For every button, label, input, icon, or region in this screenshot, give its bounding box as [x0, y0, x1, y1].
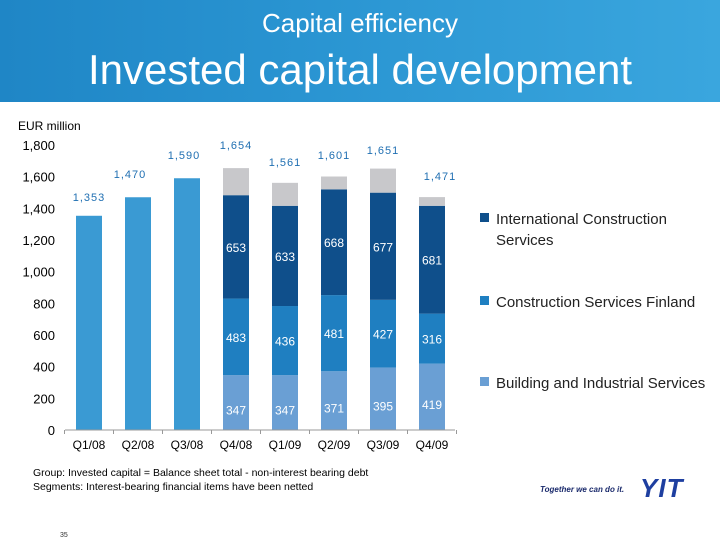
total-value-label: 1,651: [367, 145, 400, 157]
unit-label: EUR million: [18, 119, 81, 133]
segment-bar: [419, 363, 445, 430]
segment-bar: [223, 195, 249, 299]
x-tick-label: Q2/09: [318, 438, 351, 452]
group-total-bar: [174, 178, 200, 430]
y-tick-label: 1,000: [22, 265, 55, 280]
y-tick-label: 200: [33, 391, 55, 406]
legend-swatch-building: [480, 377, 489, 386]
segment-value-label: 481: [324, 327, 344, 341]
y-tick-label: 1,800: [22, 138, 55, 153]
segment-value-label: 668: [324, 236, 344, 250]
segment-bar: [370, 299, 396, 368]
segment-bar: [272, 205, 298, 307]
segment-value-label: 427: [373, 328, 393, 342]
segment-value-label: 395: [373, 400, 393, 414]
x-tick-label: Q1/08: [73, 438, 106, 452]
y-tick-label: 400: [33, 360, 55, 375]
total-value-label: 1,470: [114, 169, 147, 181]
other-remainder-bar: [272, 182, 298, 206]
group-total-bar: [76, 215, 102, 430]
segment-value-label: 483: [226, 331, 246, 345]
segment-bar: [223, 298, 249, 376]
other-remainder-bar: [370, 168, 396, 193]
segment-value-label: 681: [422, 254, 442, 268]
segment-value-label: 347: [275, 404, 295, 418]
segment-bar: [321, 295, 347, 372]
slide-subtitle: Capital efficiency: [261, 8, 459, 38]
segment-bar: [321, 189, 347, 296]
x-tick-label: Q2/08: [122, 438, 155, 452]
total-value-label: 1,601: [318, 150, 351, 162]
legend-label-finland: Construction Services Finland: [496, 294, 696, 311]
other-remainder-bar: [223, 168, 249, 196]
x-tick-label: Q3/09: [367, 438, 400, 452]
segment-value-label: 316: [422, 333, 442, 347]
y-tick-label: 1,400: [22, 201, 55, 216]
x-tick-label: Q3/08: [171, 438, 204, 452]
legend-swatch-international: [480, 213, 489, 222]
footnote-group: Group: Invested capital = Balance sheet …: [33, 467, 369, 479]
slide-title: Invested capital development: [87, 46, 632, 93]
segment-value-label: 653: [226, 241, 246, 255]
y-tick-label: 0: [48, 423, 55, 438]
total-value-label: 1,353: [73, 192, 106, 204]
brand-tagline: Together we can do it.: [540, 485, 625, 494]
segment-bar: [272, 375, 298, 430]
segment-bar: [419, 313, 445, 364]
group-total-bar: [125, 197, 151, 430]
y-tick-label: 1,600: [22, 170, 55, 185]
segment-value-label: 347: [226, 404, 246, 418]
segment-bar: [223, 375, 249, 430]
segment-bar: [370, 367, 396, 430]
y-tick-label: 800: [33, 296, 55, 311]
yit-logo: YIT: [640, 473, 684, 503]
segment-bar: [419, 205, 445, 314]
total-value-label: 1,590: [168, 150, 201, 162]
segment-bar: [272, 306, 298, 376]
total-value-label: 1,471: [424, 171, 457, 183]
x-tick-label: Q4/08: [220, 438, 253, 452]
slide-header: Capital efficiency Invested capital deve…: [0, 0, 720, 102]
segment-value-label: 436: [275, 335, 295, 349]
segment-value-label: 633: [275, 250, 295, 264]
segment-value-label: 677: [373, 240, 393, 254]
total-value-label: 1,561: [269, 157, 302, 169]
total-value-label: 1,654: [220, 140, 253, 152]
footnote-segments: Segments: Interest-bearing financial ite…: [33, 481, 314, 493]
legend-swatch-finland: [480, 296, 489, 305]
segment-bar: [370, 192, 396, 300]
y-tick-label: 1,200: [22, 233, 55, 248]
other-remainder-bar: [419, 197, 445, 206]
y-tick-label: 600: [33, 328, 55, 343]
segment-value-label: 419: [422, 398, 442, 412]
segment-value-label: 371: [324, 402, 344, 416]
legend-label-international: International Construction Services: [496, 211, 667, 249]
other-remainder-bar: [321, 176, 347, 190]
segment-bar: [321, 371, 347, 430]
x-tick-label: Q4/09: [416, 438, 449, 452]
page-number: 35: [60, 532, 68, 539]
legend-label-building: Building and Industrial Services: [496, 375, 706, 392]
x-tick-label: Q1/09: [269, 438, 302, 452]
